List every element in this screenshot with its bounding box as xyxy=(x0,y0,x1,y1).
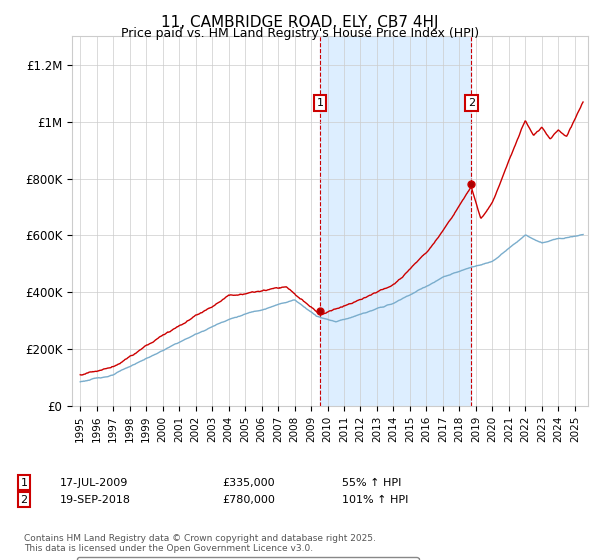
Text: 1: 1 xyxy=(20,478,28,488)
Text: 19-SEP-2018: 19-SEP-2018 xyxy=(60,494,131,505)
Text: Contains HM Land Registry data © Crown copyright and database right 2025.
This d: Contains HM Land Registry data © Crown c… xyxy=(24,534,376,553)
Text: 2: 2 xyxy=(468,98,475,108)
Text: 101% ↑ HPI: 101% ↑ HPI xyxy=(342,494,409,505)
Text: Price paid vs. HM Land Registry's House Price Index (HPI): Price paid vs. HM Land Registry's House … xyxy=(121,27,479,40)
Text: £780,000: £780,000 xyxy=(222,494,275,505)
Text: 11, CAMBRIDGE ROAD, ELY, CB7 4HJ: 11, CAMBRIDGE ROAD, ELY, CB7 4HJ xyxy=(161,15,439,30)
Text: £335,000: £335,000 xyxy=(222,478,275,488)
Text: 55% ↑ HPI: 55% ↑ HPI xyxy=(342,478,401,488)
Bar xyxy=(320,36,471,406)
Text: 17-JUL-2009: 17-JUL-2009 xyxy=(60,478,128,488)
Text: 1: 1 xyxy=(316,98,323,108)
Legend: 11, CAMBRIDGE ROAD, ELY, CB7 4HJ (detached house), HPI: Average price, detached : 11, CAMBRIDGE ROAD, ELY, CB7 4HJ (detach… xyxy=(77,557,419,560)
Text: 2: 2 xyxy=(20,494,28,505)
